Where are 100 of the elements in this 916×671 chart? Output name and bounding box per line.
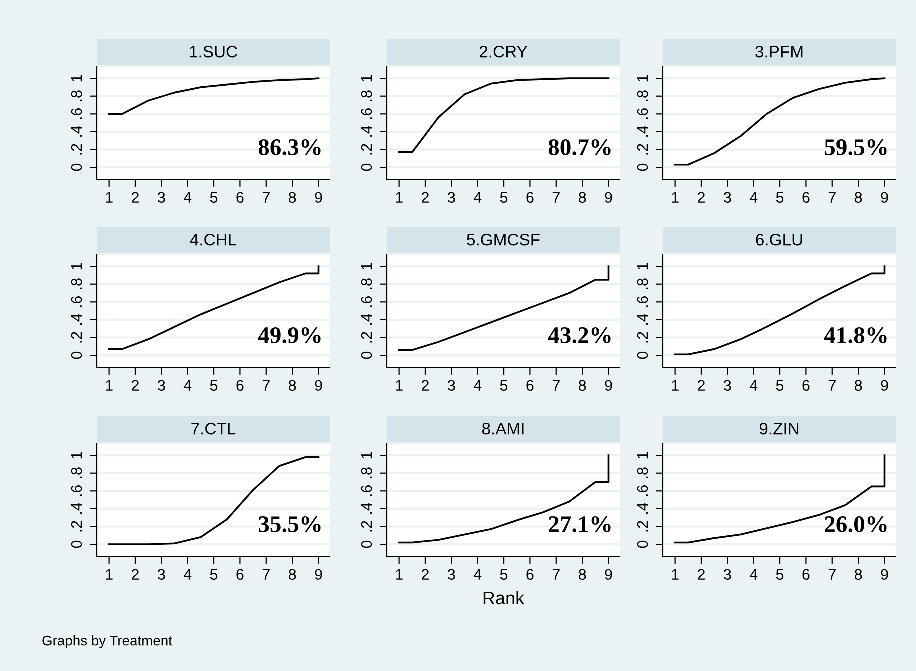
y-tick-label: .8 bbox=[361, 278, 372, 290]
y-tick-label: .4 bbox=[72, 314, 82, 325]
x-tick-label: 8 bbox=[288, 380, 296, 392]
y-tick-label: 1 bbox=[638, 452, 648, 459]
y-tick-label: .8 bbox=[71, 468, 82, 478]
annotation: 59.5% bbox=[825, 139, 887, 156]
x-tick-label: 5 bbox=[776, 192, 784, 204]
x-tick-label: 2 bbox=[698, 192, 705, 203]
y-tick-label: .2 bbox=[71, 144, 82, 155]
x-tick-label: 7 bbox=[828, 192, 836, 203]
chart-title: 9.ZIN bbox=[760, 422, 799, 435]
y-tick-label: .6 bbox=[361, 108, 372, 120]
x-tick-label: 2 bbox=[698, 380, 705, 391]
x-tick-label: 9 bbox=[605, 380, 612, 392]
x-tick-label: 8 bbox=[854, 380, 862, 392]
chart-title: 6.GLU bbox=[756, 234, 802, 246]
chart-title: 3.PFM bbox=[756, 46, 803, 58]
x-tick-label: 4 bbox=[474, 569, 482, 580]
y-tick-label: .6 bbox=[71, 108, 82, 120]
x-tick-label: 2 bbox=[698, 569, 705, 580]
x-tick-label: 1 bbox=[396, 192, 403, 203]
x-tick-label: 8 bbox=[578, 192, 586, 204]
line-series bbox=[108, 78, 320, 116]
x-tick-label: 7 bbox=[552, 569, 560, 580]
y-tick-label: .8 bbox=[361, 468, 372, 478]
annotation: 43.2% bbox=[548, 327, 611, 344]
x-tick-label: 6 bbox=[526, 569, 534, 580]
x-tick-label: 1 bbox=[672, 569, 679, 580]
x-tick-label: 6 bbox=[236, 192, 244, 204]
x-tick-label: 3 bbox=[158, 192, 166, 204]
x-tick-label: 9 bbox=[881, 569, 888, 580]
x-tick-label: 6 bbox=[802, 380, 810, 392]
x-tick-label: 3 bbox=[724, 380, 732, 392]
y-tick-label: .4 bbox=[638, 314, 648, 325]
line-series bbox=[108, 266, 320, 350]
x-tick-label: 7 bbox=[552, 380, 560, 391]
y-tick-label: .6 bbox=[637, 108, 648, 120]
y-tick-label: .8 bbox=[361, 90, 372, 102]
x-tick-label: 9 bbox=[315, 380, 322, 392]
x-tick-label: 4 bbox=[474, 192, 482, 203]
annotation: 41.8% bbox=[824, 327, 887, 344]
x-tick-label: 2 bbox=[422, 569, 429, 580]
y-tick-label: 0 bbox=[361, 164, 372, 172]
x-tick-label: 1 bbox=[396, 380, 403, 391]
x-tick-label: 5 bbox=[776, 380, 784, 392]
x-tick-label: 6 bbox=[526, 380, 534, 392]
annotation: 80.7% bbox=[548, 139, 611, 156]
x-tick-label: 3 bbox=[158, 569, 166, 580]
y-tick-label: .4 bbox=[72, 126, 82, 137]
x-tick-label: 4 bbox=[184, 380, 192, 391]
x-tick-label: 7 bbox=[552, 192, 560, 203]
line-series bbox=[674, 78, 886, 166]
y-tick-label: .2 bbox=[361, 144, 372, 155]
annotation: 35.5% bbox=[258, 516, 321, 533]
x-tick-label: 5 bbox=[500, 380, 508, 392]
x-tick-label: 1 bbox=[106, 380, 113, 391]
x-tick-label: 9 bbox=[881, 192, 888, 204]
x-tick-label: 2 bbox=[422, 192, 429, 203]
x-tick-label: 9 bbox=[315, 192, 322, 204]
x-tick-label: 2 bbox=[132, 192, 139, 203]
x-tick-label: 2 bbox=[132, 569, 139, 580]
x-tick-label: 8 bbox=[854, 569, 862, 580]
y-tick-label: .6 bbox=[637, 296, 648, 308]
x-tick-label: 1 bbox=[106, 192, 113, 203]
x-tick-label: 9 bbox=[605, 192, 612, 204]
chart-title: 1.SUC bbox=[190, 46, 238, 58]
x-tick-label: 3 bbox=[158, 380, 166, 392]
x-tick-label: 5 bbox=[210, 380, 218, 392]
y-tick-label: 1 bbox=[362, 263, 372, 270]
y-tick-label: 1 bbox=[638, 263, 648, 270]
y-tick-label: 0 bbox=[361, 352, 372, 360]
x-tick-label: 5 bbox=[210, 192, 218, 204]
y-tick-label: .8 bbox=[637, 278, 648, 290]
y-tick-label: 0 bbox=[71, 540, 82, 548]
chart-title: 2.CRY bbox=[480, 46, 528, 58]
x-tick-label: 7 bbox=[262, 380, 270, 391]
x-tick-label: 3 bbox=[724, 569, 732, 580]
y-tick-label: .4 bbox=[362, 314, 372, 325]
line-series bbox=[398, 454, 610, 544]
x-tick-label: 6 bbox=[236, 380, 244, 392]
y-tick-label: 1 bbox=[362, 452, 372, 459]
x-tick-label: 8 bbox=[578, 380, 586, 392]
y-tick-label: .8 bbox=[637, 468, 648, 478]
y-tick-label: .6 bbox=[361, 485, 372, 496]
x-tick-label: 5 bbox=[776, 569, 784, 580]
line-series bbox=[398, 78, 610, 154]
chart-title: 8.AMI bbox=[482, 422, 524, 435]
x-tick-label: 3 bbox=[448, 192, 456, 204]
x-tick-label: 3 bbox=[448, 569, 456, 580]
x-tick-label: 4 bbox=[750, 192, 758, 203]
x-tick-label: 8 bbox=[854, 192, 862, 204]
x-tick-label: 1 bbox=[396, 569, 403, 580]
y-tick-label: .8 bbox=[71, 278, 82, 290]
y-tick-label: .4 bbox=[362, 126, 372, 137]
x-tick-label: 3 bbox=[724, 192, 732, 204]
x-tick-label: 4 bbox=[184, 569, 192, 580]
y-tick-label: .6 bbox=[361, 296, 372, 308]
annotation: 86.3% bbox=[258, 139, 321, 156]
x-tick-label: 2 bbox=[422, 380, 429, 391]
x-tick-label: 6 bbox=[526, 192, 534, 204]
